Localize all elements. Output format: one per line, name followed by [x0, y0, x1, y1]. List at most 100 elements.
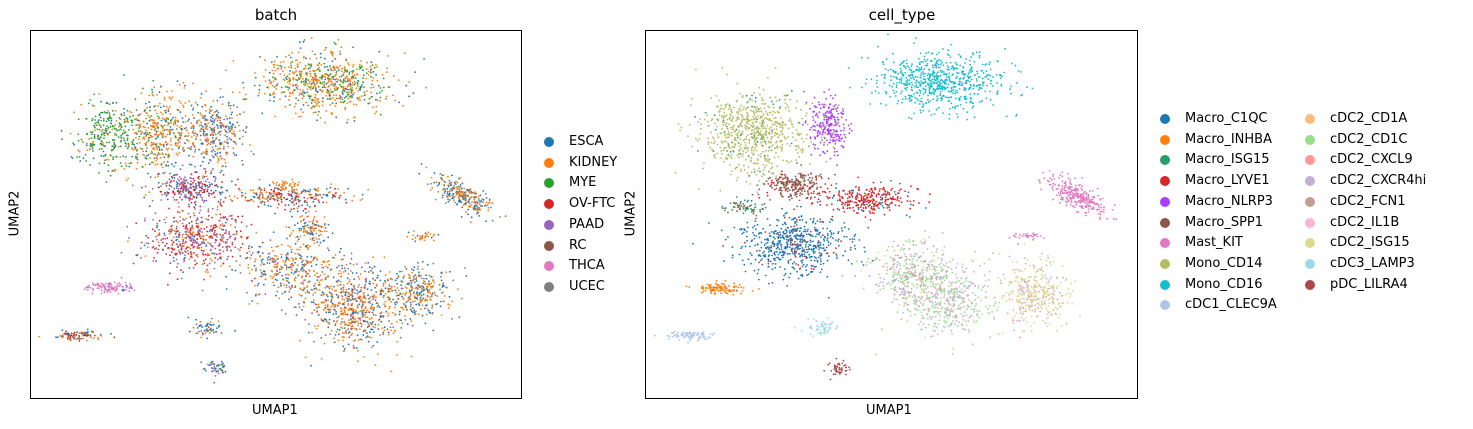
umap-point — [219, 224, 222, 227]
umap-point — [488, 199, 491, 202]
umap-point — [296, 195, 299, 198]
umap-point — [319, 274, 322, 277]
umap-point — [158, 186, 160, 189]
umap-point — [179, 253, 182, 256]
umap-point — [116, 129, 118, 132]
umap-point — [82, 337, 85, 340]
umap-point — [326, 195, 329, 197]
umap-point — [230, 224, 232, 226]
umap-point — [489, 201, 491, 204]
umap-point — [477, 211, 480, 214]
umap-point — [198, 185, 201, 187]
umap-point — [486, 204, 489, 206]
umap-point — [345, 263, 348, 266]
umap-point — [207, 122, 210, 125]
umap-point — [342, 81, 345, 84]
umap-point — [462, 190, 464, 193]
umap-point — [351, 71, 354, 74]
umap-point — [209, 228, 212, 231]
umap-point — [186, 139, 189, 141]
umap-point — [396, 272, 398, 275]
umap-point — [159, 102, 161, 105]
umap-point — [231, 91, 234, 94]
umap-point — [182, 81, 185, 84]
umap-point — [343, 308, 346, 311]
umap-point — [280, 61, 282, 64]
umap-point — [162, 237, 165, 240]
umap-point — [106, 141, 108, 144]
umap-point — [306, 260, 309, 263]
umap-point — [206, 188, 209, 191]
umap-point — [331, 293, 334, 296]
umap-point — [146, 155, 148, 157]
umap-point — [361, 310, 363, 312]
umap-point — [196, 217, 199, 219]
umap-point — [308, 193, 311, 196]
umap-point — [134, 118, 136, 121]
umap-point — [178, 137, 180, 139]
umap-point — [259, 56, 261, 58]
umap-point — [192, 267, 195, 269]
umap-point — [432, 279, 434, 282]
umap-point — [371, 328, 374, 331]
umap-point — [465, 202, 467, 205]
umap-point — [190, 201, 193, 204]
umap-point — [289, 183, 292, 185]
umap-point — [327, 74, 329, 77]
umap-point — [200, 246, 203, 249]
umap-point — [453, 195, 456, 198]
umap-point — [101, 141, 104, 143]
umap-point — [272, 281, 275, 284]
umap-point — [314, 99, 317, 102]
umap-point — [91, 131, 94, 133]
umap-point — [332, 66, 335, 69]
umap-point — [363, 74, 365, 77]
umap-point — [106, 128, 109, 131]
umap-point — [177, 109, 180, 112]
umap-point — [120, 113, 123, 116]
umap-point — [343, 191, 345, 194]
umap-point — [146, 122, 148, 125]
umap-point — [154, 212, 157, 215]
umap-point — [203, 199, 206, 202]
umap-point — [323, 66, 326, 68]
umap-point — [221, 228, 223, 231]
umap-point — [151, 187, 154, 190]
umap-point — [219, 191, 221, 194]
umap-point — [77, 139, 80, 142]
umap-point — [347, 93, 350, 95]
umap-point — [145, 134, 148, 137]
umap-point — [270, 197, 273, 200]
umap-point — [285, 286, 288, 289]
umap-point — [213, 126, 216, 129]
umap-point — [151, 88, 153, 91]
umap-point — [330, 80, 333, 83]
umap-point — [201, 237, 204, 240]
umap-point — [180, 187, 183, 189]
umap-point — [100, 142, 103, 145]
umap-point — [98, 93, 101, 95]
umap-point — [337, 38, 340, 41]
umap-point — [213, 111, 216, 114]
umap-point — [309, 206, 311, 208]
umap-point — [247, 247, 250, 250]
umap-point — [289, 78, 291, 80]
umap-point — [201, 241, 204, 243]
umap-point — [369, 331, 371, 334]
umap-point — [214, 226, 217, 229]
umap-point — [443, 187, 446, 190]
umap-point — [109, 154, 112, 157]
umap-point — [307, 281, 310, 284]
umap-point — [312, 299, 315, 302]
umap-point — [201, 231, 204, 234]
umap-point — [819, 220, 822, 223]
umap-point — [274, 77, 276, 80]
umap-point — [182, 121, 185, 123]
umap-point — [363, 291, 366, 294]
umap-point — [133, 143, 135, 146]
umap-point — [119, 123, 122, 126]
umap-point — [141, 165, 144, 168]
umap-point — [362, 304, 364, 306]
umap-point — [283, 74, 286, 77]
umap-point — [281, 183, 283, 186]
